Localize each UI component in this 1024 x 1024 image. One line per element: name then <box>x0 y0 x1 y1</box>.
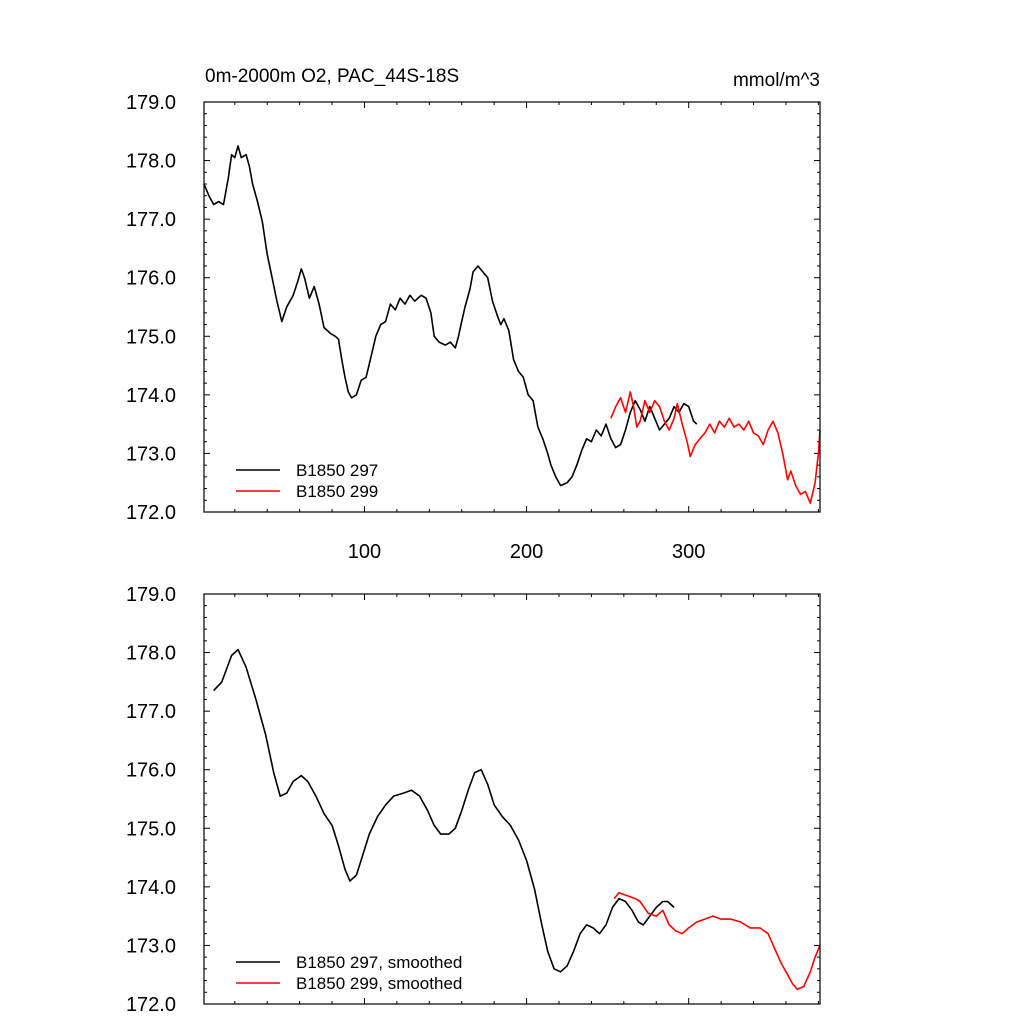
x-tick-label: 100 <box>348 541 381 563</box>
bottom-panel: 179.0 178.0 177.0 176.0 175.0 174.0 173.0 172.0… <box>126 584 821 1016</box>
series-line-2 <box>610 391 821 505</box>
legend-label: B1850 299 <box>296 482 378 501</box>
legend: B1850 297, smoothed B1850 299, smoothed <box>236 953 462 993</box>
x-tick-labels: 100 200 300 <box>348 541 706 563</box>
plot-frame <box>203 593 821 1005</box>
y-tick-label: 175.0 <box>126 326 176 348</box>
x-tick-label: 300 <box>672 541 705 563</box>
legend-label: B1850 297 <box>296 461 378 480</box>
y-tick-label: 177.0 <box>126 209 176 231</box>
series-line-1 <box>203 145 698 487</box>
series-line-1 <box>213 648 675 973</box>
legend-label: B1850 299, smoothed <box>296 974 462 993</box>
chart-title: 0m-2000m O2, PAC_44S-18S <box>205 66 459 87</box>
series-lines <box>213 648 821 991</box>
series-lines <box>203 145 821 505</box>
plot-frame <box>203 101 821 513</box>
y-tick-label: 172.0 <box>126 502 176 524</box>
y-tick-label: 173.0 <box>126 443 176 465</box>
y-tick-label: 179.0 <box>126 92 176 114</box>
y-tick-label: 174.0 <box>126 877 176 899</box>
legend-label: B1850 297, smoothed <box>296 953 462 972</box>
y-tick-label: 172.0 <box>126 994 176 1016</box>
y-tick-labels: 179.0 178.0 177.0 176.0 175.0 174.0 173.0 172.0 <box>126 92 176 524</box>
y-tick-labels: 179.0 178.0 177.0 176.0 175.0 174.0 173.0 172.0 <box>126 584 176 1016</box>
x-tick-label: 200 <box>510 541 543 563</box>
y-tick-label: 176.0 <box>126 268 176 290</box>
legend: B1850 297 B1850 299 <box>236 461 378 501</box>
y-tick-label: 179.0 <box>126 584 176 606</box>
y-tick-label: 178.0 <box>126 643 176 665</box>
y-tick-label: 175.0 <box>126 818 176 840</box>
y-tick-label: 173.0 <box>126 935 176 957</box>
y-tick-label: 176.0 <box>126 760 176 782</box>
y-tick-label: 174.0 <box>126 385 176 407</box>
y-tick-label: 177.0 <box>126 701 176 723</box>
y-tick-label: 178.0 <box>126 151 176 173</box>
top-panel: 0m-2000m O2, PAC_44S-18S mmol/m^3 179.01… <box>126 66 821 563</box>
series-line-2 <box>613 891 821 991</box>
units-label: mmol/m^3 <box>733 70 820 91</box>
